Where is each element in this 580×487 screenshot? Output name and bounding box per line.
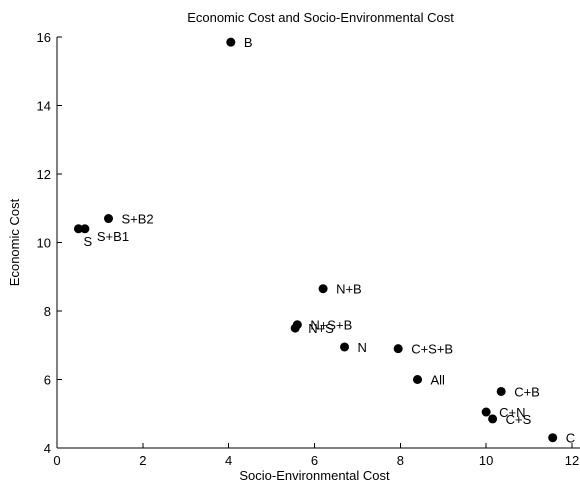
x-tick-label: 4 xyxy=(225,453,232,468)
point-label: C+B xyxy=(514,384,540,399)
point-label: S+B2 xyxy=(122,212,154,227)
point-label: N+B xyxy=(336,282,362,297)
point-label: S xyxy=(83,234,92,249)
y-tick-label: 8 xyxy=(44,304,51,319)
x-tick-label: 8 xyxy=(397,453,404,468)
data-point xyxy=(496,386,506,396)
point-label: All xyxy=(431,373,446,388)
x-axis-label: Socio-Environmental Cost xyxy=(239,468,390,483)
axis-ticks: 0 2 4 6 8 10 12 4 6 8 10 12 14 16 xyxy=(37,30,580,468)
y-tick-label: 6 xyxy=(44,373,51,388)
x-tick-label: 10 xyxy=(479,453,493,468)
x-tick-label: 12 xyxy=(565,453,579,468)
y-tick-label: 16 xyxy=(37,30,51,45)
data-point xyxy=(548,433,558,443)
data-points: B S+B2 S S+B1 N+B N+S+BN+S N C+S+B All C+B C+NC+S C xyxy=(73,35,575,446)
point-label: C+S xyxy=(506,412,532,427)
data-point xyxy=(481,407,491,417)
y-tick-label: 14 xyxy=(37,99,51,114)
data-point xyxy=(104,214,113,224)
x-tick-label: 2 xyxy=(139,453,146,468)
y-tick-label: 12 xyxy=(37,167,51,182)
x-tick-label: 0 xyxy=(53,453,60,468)
data-point xyxy=(488,414,498,424)
data-point xyxy=(340,342,350,352)
y-tick-label: 10 xyxy=(37,236,51,251)
point-label: C+S+B xyxy=(411,342,453,357)
data-point xyxy=(318,284,328,294)
y-axis-label: Economic Cost xyxy=(7,198,22,286)
point-label: N+S+B xyxy=(310,318,352,333)
data-point xyxy=(393,344,403,354)
data-point xyxy=(290,323,300,333)
point-label: N+S xyxy=(308,321,334,336)
point-label: S+B1 xyxy=(97,229,129,244)
point-label: N xyxy=(358,340,367,355)
chart-title: Economic Cost and Socio-Environmental Co… xyxy=(187,10,454,25)
point-label: C+N xyxy=(499,405,525,420)
data-point xyxy=(413,375,422,384)
data-point xyxy=(80,224,90,234)
data-point xyxy=(73,224,83,234)
x-tick-label: 6 xyxy=(311,453,318,468)
point-label: B xyxy=(244,35,253,50)
point-label: C xyxy=(566,431,575,446)
data-point xyxy=(226,37,236,47)
y-tick-label: 4 xyxy=(44,441,51,456)
